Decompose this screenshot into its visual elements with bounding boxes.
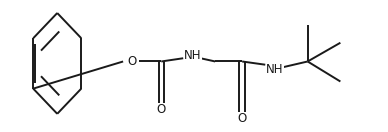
Text: O: O [127, 55, 136, 68]
Text: O: O [237, 112, 247, 126]
Text: O: O [157, 103, 166, 116]
Text: NH: NH [266, 63, 284, 76]
Text: NH: NH [184, 49, 202, 62]
